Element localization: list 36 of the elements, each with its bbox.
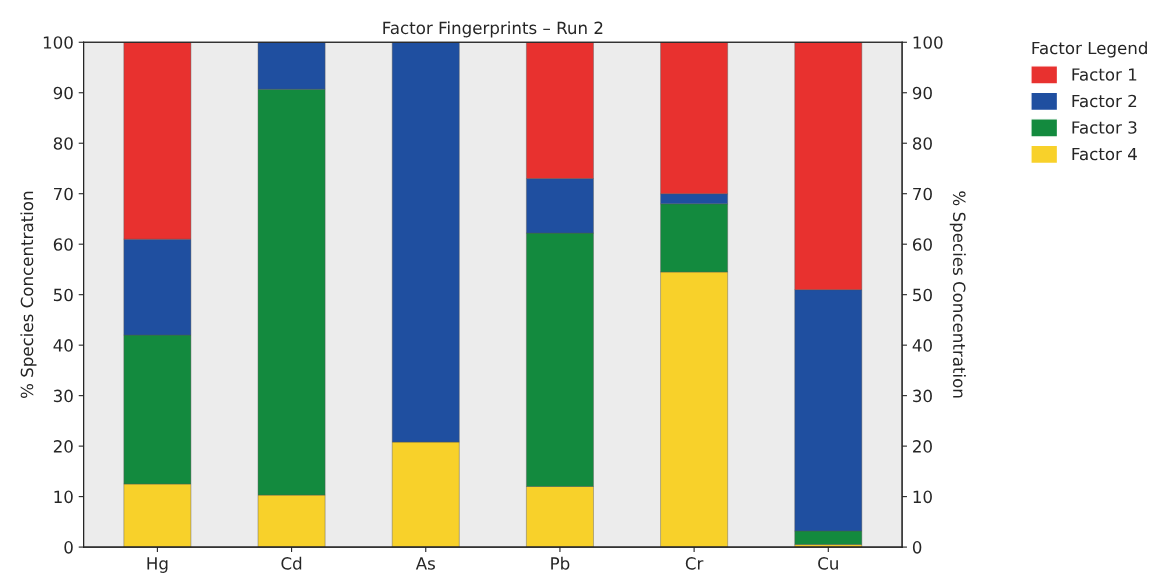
y2-tick-label: 20: [913, 440, 932, 453]
y2-tick-label: 10: [913, 490, 932, 504]
y-tick-label: 50: [53, 288, 73, 302]
legend-title: Factor Legend: [1032, 41, 1147, 58]
y-tick-label: 70: [54, 187, 73, 201]
y-tick-label: 100: [43, 36, 73, 49]
x-tick-label: Cr: [685, 557, 704, 570]
legend-label: Factor 1: [1072, 68, 1137, 81]
y-tick-label: 40: [53, 339, 73, 352]
x-tick-label: Hg: [147, 557, 168, 573]
legend-label: Factor 2: [1072, 94, 1137, 108]
y-tick-label: 30: [53, 389, 73, 403]
chart-title: Factor Fingerprints – Run 2: [383, 21, 603, 38]
y-tick-label: 20: [53, 440, 73, 453]
y-tick-label: 60: [53, 238, 73, 251]
y2-tick-label: 80: [912, 137, 932, 150]
legend-label: Factor 3: [1072, 121, 1137, 134]
y2-axis-title: % Species Concentration: [949, 191, 966, 398]
y-axis-title: % Species Concentration: [20, 191, 37, 398]
x-tick-label: Pb: [551, 556, 570, 570]
y2-tick-label: 60: [912, 238, 932, 251]
y2-tick-label: 0: [912, 541, 922, 554]
legend-label: Factor 4: [1072, 147, 1137, 161]
y2-tick-label: 50: [913, 288, 932, 302]
y-tick-label: 10: [54, 490, 73, 504]
y2-tick-label: 100: [913, 36, 943, 49]
x-tick-label: Cu: [818, 557, 838, 570]
y-tick-label: 80: [53, 137, 73, 150]
y2-tick-label: 90: [912, 86, 932, 100]
y2-tick-label: 40: [912, 339, 932, 352]
y-tick-label: 0: [64, 541, 73, 554]
y2-tick-label: 70: [913, 187, 932, 201]
x-tick-label: As: [415, 557, 435, 570]
y2-tick-label: 30: [913, 389, 932, 403]
y-tick-label: 90: [53, 86, 73, 100]
x-tick-label: Cd: [281, 556, 302, 570]
